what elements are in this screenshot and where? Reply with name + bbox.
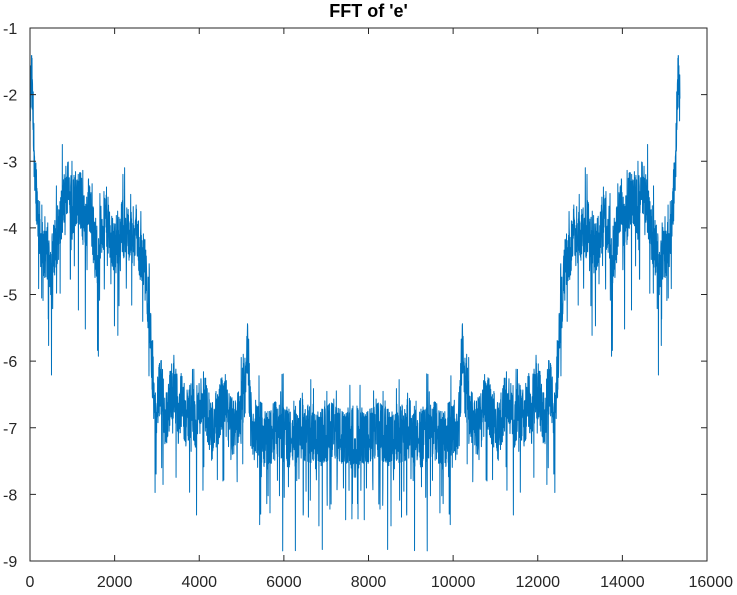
x-tick-label: 2000 bbox=[97, 574, 133, 591]
x-tick-label: 8000 bbox=[351, 574, 387, 591]
y-tick-label: -1 bbox=[3, 21, 17, 38]
axes-group: 0 2000 4000 6000 8000 10000 12000 14000 16000 -9 -… bbox=[3, 21, 733, 591]
y-tick-label: -5 bbox=[3, 288, 17, 305]
plot-frame bbox=[29, 27, 708, 562]
x-tick-label: 16000 bbox=[689, 574, 734, 591]
series-group bbox=[29, 54, 681, 552]
y-tick-label: -4 bbox=[3, 221, 17, 238]
y-tick-label: -7 bbox=[3, 421, 17, 438]
x-tick-label: 10000 bbox=[431, 574, 476, 591]
y-tick-label: -6 bbox=[3, 354, 17, 371]
y-tick-label: -2 bbox=[3, 88, 17, 105]
y-tick-label: -8 bbox=[3, 487, 17, 504]
x-tick-label: 0 bbox=[26, 574, 35, 591]
x-tick-label: 4000 bbox=[181, 574, 217, 591]
y-tick-label: -9 bbox=[3, 554, 17, 571]
x-tick-label: 6000 bbox=[266, 574, 302, 591]
x-tick-label: 14000 bbox=[600, 574, 645, 591]
y-tick-label: -3 bbox=[3, 154, 17, 171]
chart-title: FFT of 'e' bbox=[329, 1, 408, 21]
x-tick-label: 12000 bbox=[516, 574, 561, 591]
fft-series-line bbox=[29, 54, 681, 552]
